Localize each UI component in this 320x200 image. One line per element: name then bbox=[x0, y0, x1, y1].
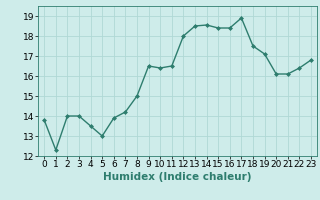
X-axis label: Humidex (Indice chaleur): Humidex (Indice chaleur) bbox=[103, 172, 252, 182]
